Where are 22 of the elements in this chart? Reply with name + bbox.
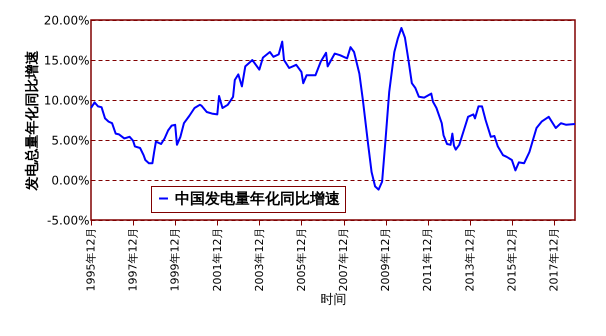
x-tick-label: 2015年12月 [505, 228, 518, 292]
y-tick-label: 5.00% [51, 134, 90, 148]
x-tick-label: 1995年12月 [84, 228, 98, 292]
y-tick-label: 20.00% [44, 14, 90, 28]
x-tick-label: 2007年12月 [337, 228, 350, 292]
legend-label: 中国发电量年化同比增速 [175, 190, 341, 208]
y-tick-label: 15.00% [44, 54, 90, 68]
x-tick-label: 2017年12月 [547, 228, 560, 292]
y-tick-label: -5.00% [47, 214, 90, 228]
x-tick-label: 1997年12月 [126, 228, 140, 292]
x-axis-title: 时间 [320, 292, 346, 308]
y-tick-label: 10.00% [44, 94, 90, 108]
x-tick-label: 2009年12月 [379, 228, 392, 292]
y-tick-label: 0.00% [51, 174, 90, 188]
x-tick-label: 2011年12月 [421, 228, 434, 292]
y-axis-title: 发电总量年化同比增速 [24, 50, 41, 192]
x-tick-label: 2001年12月 [210, 228, 224, 292]
line-series [90, 27, 576, 191]
x-tick-label: 1999年12月 [168, 228, 182, 292]
x-tick-label: 2013年12月 [463, 228, 476, 292]
x-tick-label: 2003年12月 [252, 228, 266, 292]
x-tick-label: 2005年12月 [294, 228, 308, 292]
